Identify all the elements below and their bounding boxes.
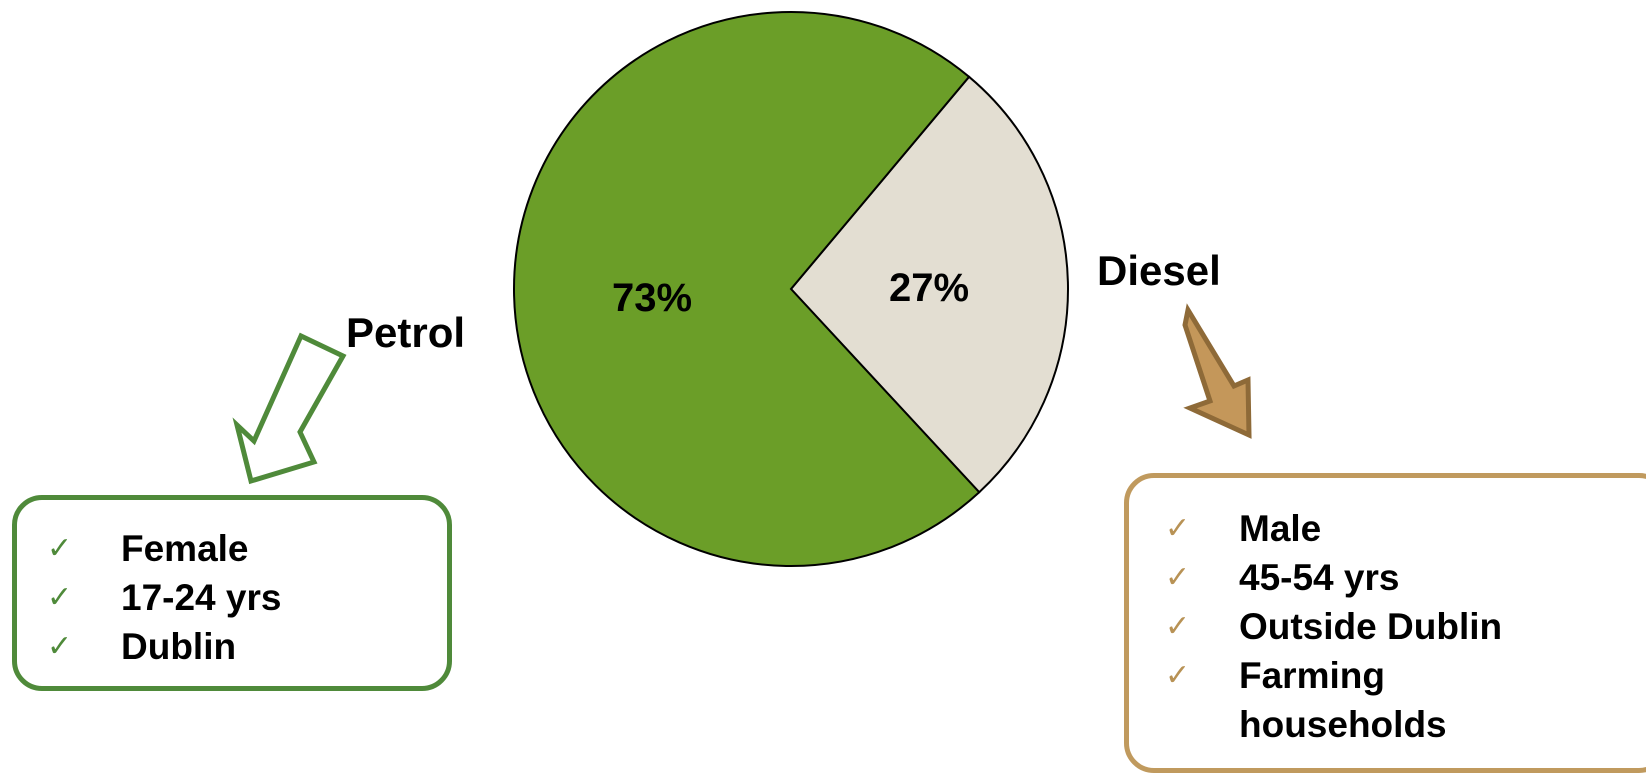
- list-item: ✓ Male: [1165, 504, 1646, 553]
- hollow-arrow-down-left-icon: [232, 332, 347, 485]
- check-icon: ✓: [47, 629, 73, 664]
- petrol-item-gender: Female: [121, 528, 249, 569]
- check-icon: ✓: [1165, 658, 1191, 693]
- series-label-petrol: Petrol: [346, 309, 465, 356]
- check-icon: ✓: [1165, 511, 1191, 546]
- pie-slice-petrol: [513, 11, 981, 567]
- series-label-diesel: Diesel: [1097, 247, 1221, 294]
- petrol-profile-box: ✓ Female ✓ 17-24 yrs ✓ Dublin: [12, 495, 452, 691]
- diesel-item-location: Outside Dublin: [1239, 606, 1503, 647]
- diesel-item-household: Farming households: [1239, 655, 1447, 745]
- list-item: ✓ Outside Dublin: [1165, 602, 1646, 651]
- slice-label-petrol: 73%: [612, 276, 692, 320]
- pie-slice-diesel: [789, 75, 1069, 494]
- check-icon: ✓: [1165, 609, 1191, 644]
- slice-label-diesel: 27%: [889, 266, 969, 310]
- list-item: ✓ Female: [47, 524, 447, 573]
- filled-arrow-down-right-icon: [1182, 303, 1252, 439]
- list-item: ✓ Dublin: [47, 622, 447, 671]
- diesel-item-gender: Male: [1239, 508, 1322, 549]
- check-icon: ✓: [1165, 560, 1191, 595]
- petrol-item-age: 17-24 yrs: [121, 577, 282, 618]
- list-item: ✓ 45-54 yrs: [1165, 553, 1646, 602]
- pie-slices: [513, 11, 1069, 567]
- diesel-profile-box: ✓ Male ✓ 45-54 yrs ✓ Outside Dublin ✓ Fa…: [1124, 473, 1646, 773]
- diesel-item-age: 45-54 yrs: [1239, 557, 1400, 598]
- list-item: ✓ Farming households: [1165, 651, 1646, 749]
- check-icon: ✓: [47, 531, 73, 566]
- check-icon: ✓: [47, 580, 73, 615]
- list-item: ✓ 17-24 yrs: [47, 573, 447, 622]
- petrol-item-location: Dublin: [121, 626, 237, 667]
